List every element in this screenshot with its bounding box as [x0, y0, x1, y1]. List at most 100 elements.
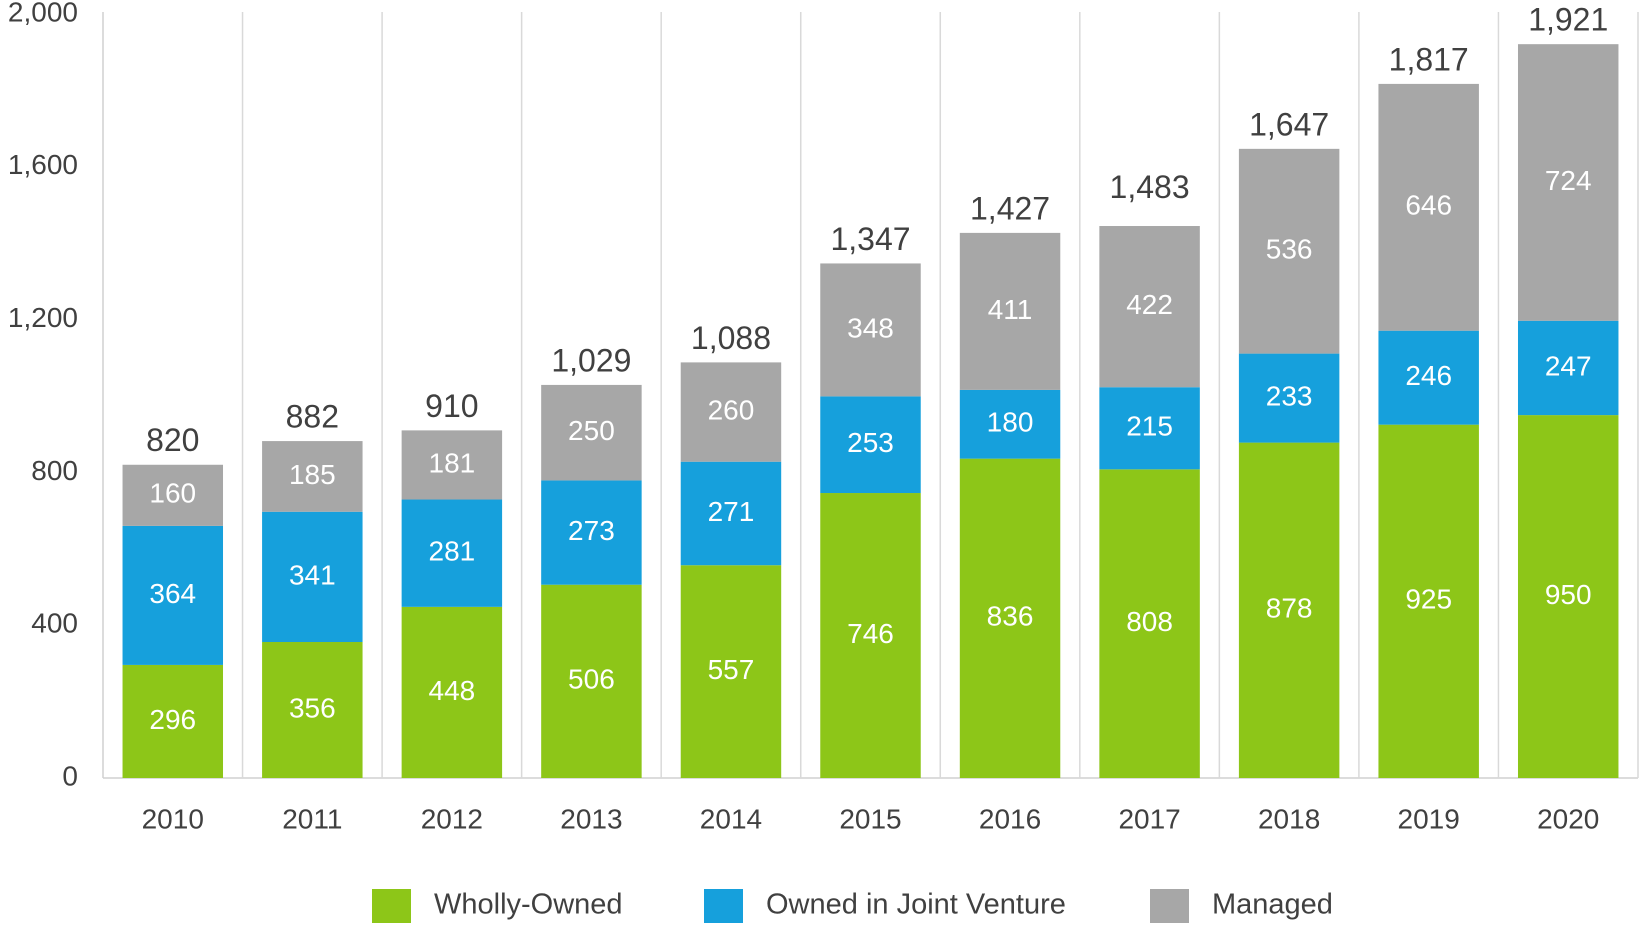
total-label: 1,088	[691, 320, 771, 356]
value-label: 180	[987, 407, 1034, 438]
bar-segment	[122, 525, 224, 665]
total-label: 1,427	[970, 190, 1050, 226]
value-label: 348	[847, 312, 894, 343]
value-label: 281	[429, 536, 476, 567]
value-label: 273	[568, 515, 615, 546]
total-label: 1,483	[1110, 169, 1190, 205]
y-tick-label: 0	[62, 760, 78, 791]
value-label: 250	[568, 415, 615, 446]
total-label: 1,817	[1389, 41, 1469, 77]
bar-segment	[401, 606, 503, 778]
bar-segment	[401, 430, 503, 500]
x-tick-label: 2015	[839, 803, 901, 834]
bar-segment	[1099, 469, 1200, 778]
value-label: 341	[289, 559, 336, 590]
value-label: 246	[1405, 360, 1452, 391]
bar-segment	[1238, 148, 1340, 354]
y-tick-label: 1,600	[8, 149, 78, 180]
legend-swatch	[704, 889, 743, 923]
value-label: 253	[847, 427, 894, 458]
bar-segment	[680, 461, 782, 566]
value-label: 296	[149, 704, 196, 735]
value-label: 557	[708, 654, 755, 685]
y-tick-label: 800	[31, 455, 78, 486]
bar-segment	[1238, 353, 1340, 443]
bar-segment	[1517, 44, 1619, 321]
value-label: 422	[1126, 289, 1173, 320]
bar-segment	[122, 464, 224, 526]
bar-segment	[401, 499, 503, 607]
value-label: 356	[289, 692, 336, 723]
bar-segment	[820, 263, 921, 397]
value-label: 233	[1266, 380, 1313, 411]
y-tick-label: 2,000	[8, 0, 78, 27]
value-label: 836	[987, 601, 1034, 632]
bar-segment	[1378, 424, 1479, 778]
value-label: 878	[1266, 593, 1313, 624]
bar-segment	[262, 642, 363, 778]
bar-segment	[122, 664, 224, 778]
bar-segment	[680, 362, 782, 462]
legend-label: Managed	[1212, 889, 1333, 921]
bar-segment	[1099, 387, 1200, 470]
value-label: 411	[988, 294, 1033, 325]
x-tick-label: 2013	[560, 803, 622, 834]
x-tick-label: 2011	[282, 803, 342, 834]
value-label: 247	[1545, 350, 1592, 381]
value-label: 185	[289, 459, 336, 490]
x-tick-label: 2020	[1537, 803, 1599, 834]
x-tick-label: 2017	[1118, 803, 1180, 834]
value-label: 215	[1126, 411, 1173, 442]
bar-segment	[262, 441, 363, 512]
bar-segment	[541, 480, 642, 585]
bar-segment	[959, 389, 1061, 459]
y-tick-label: 1,200	[8, 302, 78, 333]
x-tick-label: 2019	[1398, 803, 1460, 834]
bar-segment	[680, 565, 782, 778]
value-label: 925	[1405, 584, 1452, 615]
bar-segment	[959, 232, 1061, 390]
value-label: 260	[708, 394, 755, 425]
bar-segment	[541, 584, 642, 778]
value-label: 448	[429, 675, 476, 706]
value-label: 160	[149, 478, 196, 509]
total-label: 1,647	[1249, 106, 1329, 142]
bar-segment	[959, 458, 1061, 778]
x-tick-label: 2010	[142, 803, 204, 834]
bar-segment	[1099, 226, 1200, 388]
total-label: 820	[146, 422, 199, 458]
bar-segment	[1517, 320, 1619, 416]
value-label: 271	[708, 496, 755, 527]
value-label: 724	[1545, 165, 1592, 196]
x-tick-label: 2014	[700, 803, 762, 834]
total-label: 910	[425, 388, 478, 424]
total-label: 882	[286, 399, 339, 435]
legend-label: Owned in Joint Venture	[766, 889, 1066, 921]
x-tick-label: 2018	[1258, 803, 1320, 834]
bar-segment	[1378, 83, 1479, 331]
legend-swatch	[372, 889, 411, 923]
value-label: 646	[1405, 190, 1452, 221]
value-label: 364	[149, 578, 196, 609]
x-tick-label: 2012	[421, 803, 483, 834]
bar-segment	[262, 511, 363, 643]
value-label: 506	[568, 664, 615, 695]
total-label: 1,347	[830, 221, 910, 257]
value-label: 746	[847, 618, 894, 649]
bar-segment	[1378, 330, 1479, 425]
value-label: 808	[1126, 606, 1173, 637]
bar-segment	[820, 396, 921, 494]
bar-segment	[541, 384, 642, 481]
total-label: 1,921	[1528, 2, 1608, 38]
bar-segment	[1238, 442, 1340, 778]
legend-label: Wholly-Owned	[434, 889, 623, 921]
value-label: 181	[429, 447, 476, 478]
legend-swatch	[1150, 889, 1189, 923]
x-tick-label: 2016	[979, 803, 1041, 834]
bar-segment	[820, 493, 921, 778]
value-label: 536	[1266, 234, 1313, 265]
value-label: 950	[1545, 579, 1592, 610]
bar-segment	[1517, 415, 1619, 778]
y-tick-label: 400	[31, 608, 78, 639]
